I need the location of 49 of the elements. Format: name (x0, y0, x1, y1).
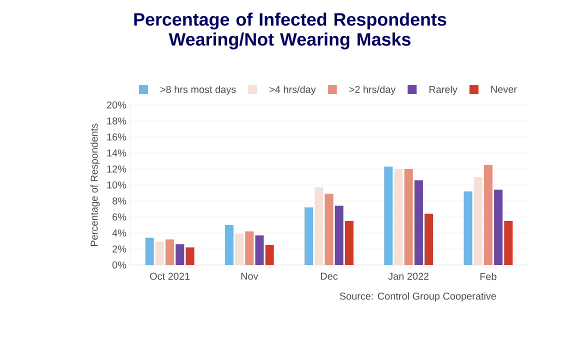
y-tick-label: 6% (112, 213, 126, 221)
bar (394, 169, 403, 265)
x-tick-label: Nov (241, 272, 258, 280)
bar (464, 191, 472, 265)
bar (344, 221, 354, 265)
bar (304, 207, 314, 265)
bar (484, 165, 492, 265)
bar (324, 194, 334, 265)
legend-label: >8 hrs most days (160, 86, 236, 95)
chart-title: Percentage of Infected Respondents Wearing/Not Wearing Masks (134, 12, 446, 50)
y-tick-label: 20% (107, 101, 126, 109)
y-tick-label: 10% (107, 181, 126, 189)
bar (245, 231, 254, 265)
bar (155, 242, 164, 265)
y-tick-label: 12% (107, 165, 126, 173)
bar (474, 177, 482, 265)
bar (224, 225, 234, 265)
y-tick-label: 4% (112, 230, 126, 236)
bar (424, 214, 434, 265)
y-tick-label: 16% (107, 133, 126, 141)
source-note: Source: Control Group Cooperative (340, 292, 496, 302)
bar (255, 235, 264, 265)
bar (314, 187, 324, 265)
x-tick-label: Oct 2021 (150, 272, 190, 280)
x-tick-label: Jan 2022 (388, 272, 429, 280)
y-tick-label: 0% (112, 261, 126, 269)
y-tick-label: 2% (112, 245, 126, 253)
bar (414, 180, 423, 265)
legend-label: Never (491, 86, 517, 93)
bar (186, 247, 194, 265)
y-tick-label: 14% (107, 150, 126, 156)
y-tick-label: 8% (112, 197, 126, 205)
bar (504, 221, 513, 265)
bar (265, 245, 274, 265)
y-axis-title: Percentage of Respondents (90, 124, 100, 246)
bar (166, 239, 174, 265)
bar (334, 206, 344, 265)
x-tick-label: Feb (480, 272, 496, 280)
legend-label: Rarely (429, 86, 458, 95)
bar (494, 190, 503, 265)
bar (384, 166, 393, 265)
bar (145, 238, 154, 265)
x-tick-label: Dec (320, 272, 338, 280)
bar (404, 169, 413, 265)
legend-label: >4 hrs/day (270, 86, 316, 95)
bar (235, 234, 244, 265)
y-tick-label: 18% (107, 117, 126, 125)
bar (176, 244, 184, 265)
legend-label: >2 hrs/day (349, 86, 396, 95)
